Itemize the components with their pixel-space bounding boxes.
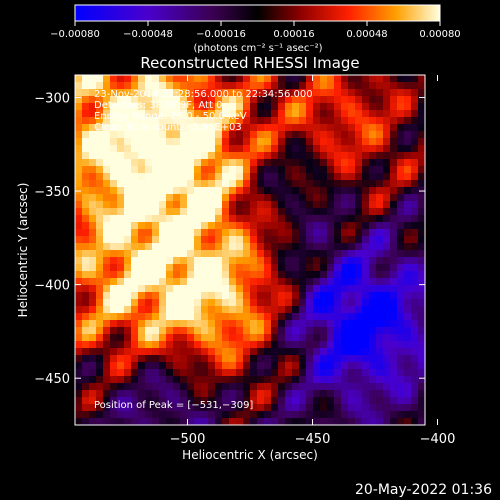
x-tick-label: −450 (295, 432, 331, 447)
annotation-detectors: Detectors: 3F 6F 9F, Att 0 (94, 100, 222, 111)
y-tick-label: −400 (34, 279, 70, 294)
colorbar-unit-label: (photons cm⁻² s⁻¹ asec⁻²) (193, 43, 322, 54)
x-tick-label: −500 (170, 432, 206, 447)
footer-date: 20-May-2022 01:36 (354, 482, 492, 498)
colorbar-tick-label: 0.00048 (346, 29, 387, 40)
colorbar-tick-label: −0.00080 (50, 29, 100, 40)
x-tick-label: −400 (420, 432, 456, 447)
chart-title: Reconstructed RHESSI Image (140, 54, 359, 72)
heatmap-cells (75, 75, 425, 425)
colorbar-tick-label: −0.00016 (196, 29, 246, 40)
annotation-method: Clean Total counts: 5.91E+03 (94, 122, 242, 133)
y-tick-label: −350 (34, 185, 70, 200)
y-tick-label: −450 (34, 372, 70, 387)
x-axis-label: Heliocentric X (arcsec) (182, 448, 318, 462)
axis-ticks: −500 −450 −400 −300 −350 −400 −450 (34, 75, 455, 447)
colorbar-tick-label: 0.00016 (273, 29, 314, 40)
plot-frame (74, 74, 426, 426)
colorbar-tick-label: −0.00048 (123, 29, 173, 40)
annotation-peak: Position of Peak = [−531,−309] (94, 400, 253, 411)
colorbar (74, 4, 441, 22)
colorbar-ticks: −0.00080 −0.00048 −0.00016 0.00016 0.00048 0.… (50, 21, 461, 40)
annotation-time-range: 23-Nov-2014 22:28:56.000 to 22:34:56.000 (94, 89, 313, 100)
annotation-energy: Energy Range: 25.0 - 50.0 keV (94, 111, 247, 122)
y-axis-label: Heliocentric Y (arcsec) (16, 183, 30, 318)
y-tick-label: −300 (34, 91, 70, 106)
colorbar-tick-label: 0.00080 (419, 29, 460, 40)
